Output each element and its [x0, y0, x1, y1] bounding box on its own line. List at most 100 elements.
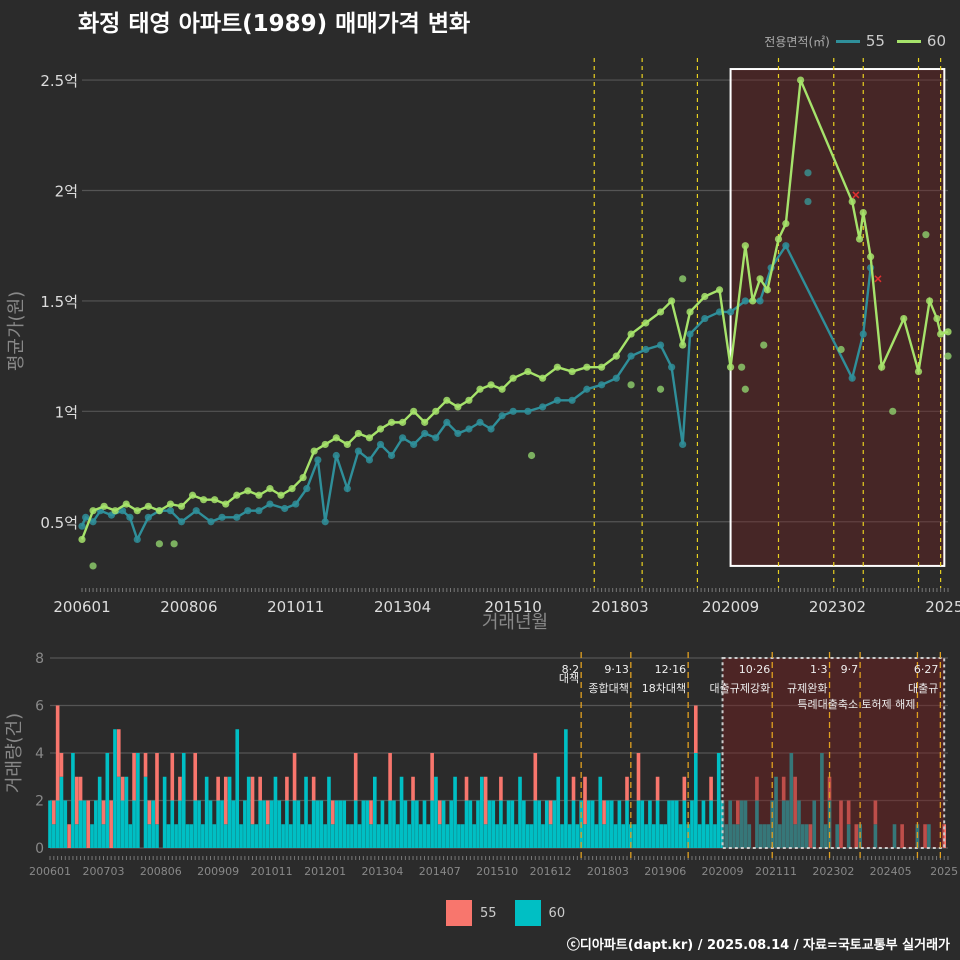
price-scatter-point [804, 169, 812, 177]
price-point-60 [679, 341, 687, 349]
vol-bar-60 [113, 729, 117, 848]
price-point-55 [365, 456, 374, 464]
volume-bar-chart: 0 2 4 6 8 거래량(건) 200601 200703 200806 200909 20101… [4, 651, 958, 878]
vol-bar-60 [212, 824, 217, 848]
price-point-60 [487, 381, 495, 389]
price-point-55 [782, 242, 790, 250]
vol-bar-60 [590, 800, 595, 848]
policy-date-label: 9·7 [841, 663, 859, 676]
price-point-55 [679, 440, 687, 449]
policy-name-label: 토허제 해제 [861, 697, 915, 711]
vol-bar-60 [308, 824, 312, 848]
vol-bar-60 [682, 800, 687, 848]
vol-bar-60 [403, 800, 408, 848]
price-point-60 [222, 500, 230, 508]
vol-yaxis-label: 거래량(건) [4, 713, 25, 793]
vol-bar-55 [120, 776, 125, 801]
vol-bar-55 [388, 753, 392, 801]
vol-bar-55 [59, 753, 64, 777]
price-point-60 [568, 367, 576, 376]
vol-bar-60 [373, 776, 377, 848]
vol-bar-55 [923, 824, 927, 848]
vol-bar-60 [789, 753, 794, 848]
vol-bar-60 [426, 824, 431, 848]
vol-xtick-label: 2025 [930, 865, 958, 878]
price-point-55 [686, 330, 694, 338]
price-point-60 [155, 507, 163, 515]
vol-bar-60 [518, 776, 522, 848]
price-scatter-point [527, 451, 536, 460]
vol-bar-60 [720, 800, 725, 848]
vol-xtick-label: 202302 [812, 865, 854, 878]
price-point-55 [756, 297, 764, 305]
vol-bar-55 [250, 776, 255, 825]
price-point-55 [454, 429, 462, 438]
vol-bar-60 [399, 776, 404, 848]
price-point-55 [233, 513, 241, 521]
vol-bar-55 [292, 753, 297, 801]
price-point-55 [443, 418, 451, 426]
vol-bar-60 [560, 824, 564, 848]
vol-bar-60 [216, 800, 220, 848]
vol-bar-60 [388, 800, 392, 848]
price-point-55 [476, 418, 484, 426]
vol-bar-60 [621, 824, 625, 848]
price-point-60 [914, 367, 923, 376]
price-point-55 [82, 513, 90, 521]
vol-bar-60 [445, 824, 450, 848]
price-xtick-label: 2025 [925, 598, 960, 616]
price-point-55 [118, 507, 127, 515]
price-point-60 [376, 425, 385, 433]
vol-bar-60 [323, 824, 327, 848]
price-point-60 [177, 502, 186, 510]
legend-swatch-60 [514, 900, 541, 926]
price-point-60 [553, 363, 561, 371]
vol-bar-60 [476, 800, 480, 848]
price-point-60 [343, 440, 351, 449]
price-point-60 [144, 502, 152, 510]
vol-bar-60 [804, 824, 809, 848]
vol-bar-60 [659, 824, 664, 848]
price-line-55 [80, 243, 872, 543]
vol-bar-60 [636, 800, 641, 848]
price-point-60 [612, 352, 620, 360]
vol-bar-60 [625, 800, 629, 848]
price-point-60 [867, 253, 875, 261]
price-xtick-label: 200806 [160, 598, 217, 616]
price-point-60 [539, 374, 547, 382]
price-point-55 [218, 513, 226, 521]
vol-bar-55 [74, 776, 79, 825]
price-point-60 [796, 76, 805, 84]
vol-bar-60 [690, 800, 694, 848]
vol-bar-60 [105, 753, 110, 848]
vol-bar-60 [296, 800, 301, 848]
price-point-60 [933, 314, 941, 323]
price-point-60 [498, 385, 506, 393]
vol-bar-55 [793, 776, 797, 825]
price-point-60 [763, 286, 772, 294]
price-point-55 [859, 330, 867, 338]
policy-name-label: 대출규제강화 [709, 682, 770, 695]
price-point-55 [343, 485, 351, 493]
vol-bar-55 [655, 776, 660, 801]
vol-bar-60 [697, 824, 702, 848]
price-scatter-point [944, 352, 952, 360]
vol-bar-60 [892, 824, 897, 848]
vol-xtick-label: 201803 [587, 865, 629, 878]
vol-bar-60 [594, 824, 599, 848]
vol-bar-60 [716, 753, 721, 848]
price-point-55 [144, 513, 152, 521]
price-scatter-point [679, 275, 687, 283]
vol-bar-60 [483, 824, 488, 848]
vol-bar-60 [330, 824, 335, 848]
vol-bar-60 [269, 800, 274, 848]
vol-bar-60 [793, 824, 797, 848]
vol-bar-60 [327, 776, 331, 848]
price-x-mark [874, 275, 882, 283]
vol-bar-60 [376, 824, 381, 848]
vol-bar-60 [724, 824, 729, 848]
vol-bar-60 [258, 800, 262, 848]
price-point-60 [627, 330, 635, 338]
vol-bar-60 [292, 800, 297, 848]
vol-bar-60 [522, 800, 526, 848]
